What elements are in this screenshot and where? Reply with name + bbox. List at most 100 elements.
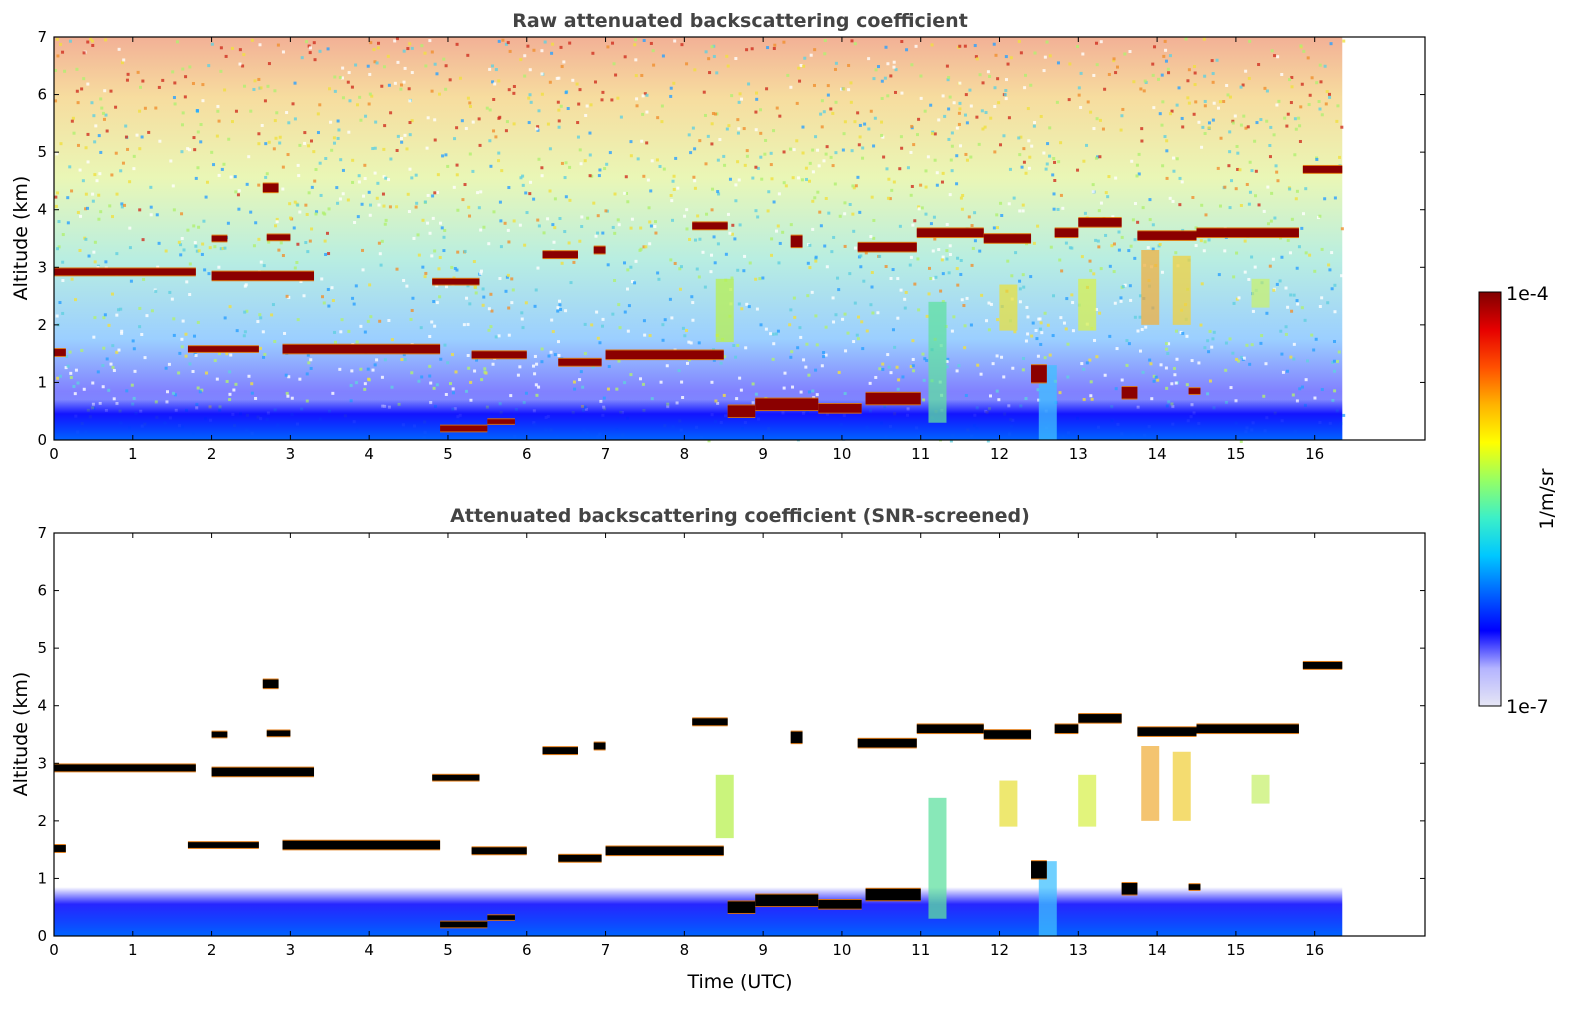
raw-noise-pixel <box>68 350 72 354</box>
raw-noise-pixel <box>703 113 707 117</box>
raw-y-tick-label: 2 <box>37 316 47 334</box>
raw-noise-pixel <box>108 204 112 208</box>
raw-noise-pixel <box>465 389 469 393</box>
raw-noise-pixel <box>490 309 494 313</box>
raw-noise-pixel <box>836 276 840 280</box>
raw-noise-pixel <box>366 64 370 68</box>
raw-noise-pixel <box>1259 341 1263 345</box>
raw-noise-pixel <box>640 73 644 77</box>
raw-noise-pixel <box>128 246 132 250</box>
raw-noise-pixel <box>210 42 214 46</box>
panel-raw-data-image <box>54 37 1346 443</box>
raw-noise-pixel <box>1239 85 1243 89</box>
raw-noise-pixel <box>293 266 297 270</box>
raw-cloud-layer <box>865 392 921 405</box>
raw-noise-pixel <box>680 43 684 47</box>
raw-noise-pixel <box>366 319 370 323</box>
raw-noise-pixel <box>371 368 375 372</box>
raw-noise-pixel <box>468 152 472 156</box>
raw-noise-pixel <box>1254 169 1258 173</box>
raw-noise-pixel <box>1151 247 1155 251</box>
raw-noise-pixel <box>710 142 714 146</box>
raw-noise-pixel <box>1028 155 1032 159</box>
raw-noise-pixel <box>759 131 763 135</box>
raw-noise-pixel <box>122 58 126 62</box>
raw-cloud-layer <box>440 425 488 432</box>
raw-noise-pixel <box>306 353 310 357</box>
raw-noise-pixel <box>177 371 181 375</box>
raw-noise-pixel <box>789 355 793 359</box>
raw-noise-pixel <box>381 192 385 196</box>
raw-noise-pixel <box>68 39 72 43</box>
raw-noise-pixel <box>1206 339 1210 343</box>
raw-noise-pixel <box>408 99 412 103</box>
raw-noise-pixel <box>1290 85 1294 89</box>
raw-noise-pixel <box>91 199 95 203</box>
raw-noise-pixel <box>1036 388 1040 392</box>
raw-noise-pixel <box>102 346 106 350</box>
raw-noise-pixel <box>410 71 414 75</box>
raw-noise-pixel <box>84 192 88 196</box>
raw-noise-pixel <box>249 210 253 214</box>
raw-noise-pixel <box>771 357 775 361</box>
raw-noise-pixel <box>1003 93 1007 97</box>
raw-noise-pixel <box>624 191 628 195</box>
raw-noise-pixel <box>444 64 448 68</box>
raw-noise-pixel <box>82 51 86 55</box>
raw-noise-pixel <box>97 217 101 221</box>
raw-noise-pixel <box>442 249 446 253</box>
raw-noise-pixel <box>390 385 394 389</box>
raw-noise-pixel <box>235 329 239 333</box>
raw-noise-pixel <box>1242 114 1246 118</box>
raw-noise-pixel <box>1067 98 1071 102</box>
raw-noise-pixel <box>1320 247 1324 251</box>
raw-noise-pixel <box>926 155 930 159</box>
raw-noise-pixel <box>1039 342 1043 346</box>
raw-noise-pixel <box>745 302 749 306</box>
raw-noise-pixel <box>382 65 386 69</box>
raw-noise-pixel <box>387 83 391 87</box>
raw-noise-pixel <box>834 100 838 104</box>
raw-noise-pixel <box>451 387 455 391</box>
raw-noise-pixel <box>277 248 281 252</box>
screened-fall-streak <box>715 774 734 839</box>
raw-noise-pixel <box>1148 198 1152 202</box>
raw-noise-pixel <box>847 88 851 92</box>
raw-noise-pixel <box>859 265 863 269</box>
raw-noise-pixel <box>456 208 460 212</box>
raw-noise-pixel <box>164 249 168 253</box>
raw-noise-pixel <box>173 102 177 106</box>
raw-noise-pixel <box>1288 187 1292 191</box>
raw-noise-pixel <box>1071 329 1075 333</box>
raw-noise-pixel <box>444 87 448 91</box>
raw-noise-pixel <box>1088 259 1092 263</box>
raw-noise-pixel <box>1320 296 1324 300</box>
raw-noise-pixel <box>1262 394 1266 398</box>
raw-noise-pixel <box>1212 330 1216 334</box>
raw-noise-pixel <box>991 362 995 366</box>
raw-noise-pixel <box>346 80 350 84</box>
raw-noise-pixel <box>933 132 937 136</box>
raw-noise-pixel <box>765 87 769 91</box>
raw-noise-pixel <box>1247 76 1251 80</box>
raw-noise-pixel <box>588 174 592 178</box>
raw-noise-pixel <box>551 42 555 46</box>
raw-noise-pixel <box>1247 277 1251 281</box>
raw-noise-pixel <box>1086 100 1090 104</box>
raw-noise-pixel <box>296 203 300 207</box>
colorbar-min-label: 1e-7 <box>1506 696 1549 718</box>
raw-noise-pixel <box>698 139 702 143</box>
raw-noise-pixel <box>760 177 764 181</box>
screened-cloud-layer <box>1137 727 1197 736</box>
raw-noise-pixel <box>1269 219 1273 223</box>
raw-noise-pixel <box>408 121 412 125</box>
raw-noise-pixel <box>964 93 968 97</box>
raw-noise-pixel <box>249 109 253 113</box>
raw-noise-pixel <box>1330 287 1334 291</box>
raw-noise-pixel <box>740 97 744 101</box>
raw-noise-pixel <box>850 149 854 153</box>
raw-noise-pixel <box>305 40 309 44</box>
raw-noise-pixel <box>883 76 887 80</box>
raw-noise-pixel <box>672 81 676 85</box>
raw-noise-pixel <box>930 132 934 136</box>
